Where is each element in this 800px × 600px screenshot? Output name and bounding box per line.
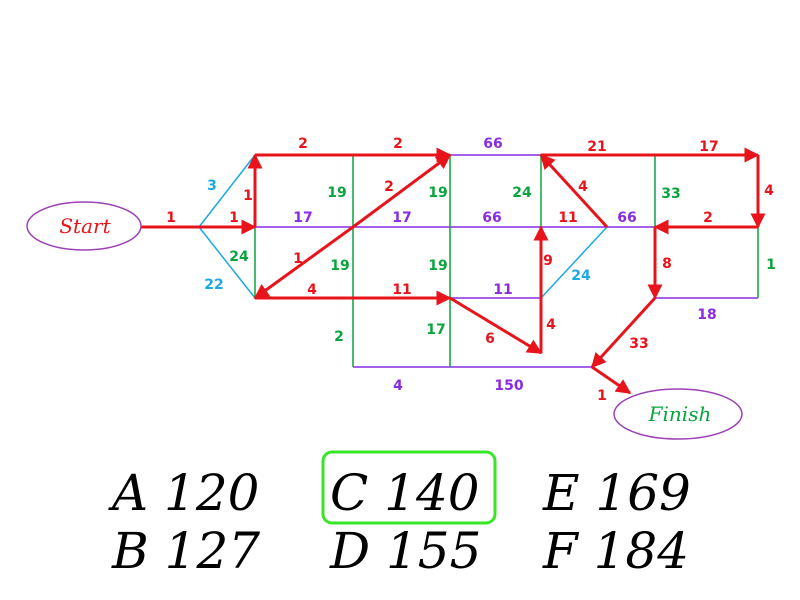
weight-top-4: 21	[587, 139, 606, 155]
finish-node: Finish	[613, 388, 743, 440]
start-node: Start	[26, 201, 142, 251]
edge-blue-left-lower	[198, 226, 256, 299]
weight-diag-down: 1	[293, 251, 303, 267]
weight-mid-5: 66	[617, 210, 636, 226]
weight-start-edge: 1	[166, 210, 176, 226]
weight-right-v-down: 4	[764, 183, 774, 199]
weight-lower-v-4: 9	[543, 253, 553, 269]
weight-bottom-v-2: 17	[426, 322, 445, 338]
weight-bottom-v-1: 2	[334, 329, 344, 345]
start-label: Start	[59, 214, 111, 238]
answer-a[interactable]: A 120	[108, 464, 259, 522]
edge-blue-lower-right	[540, 226, 608, 299]
weight-to-finish-diag: 33	[629, 336, 648, 352]
edge-red-diag-back	[539, 153, 609, 229]
answer-e[interactable]: E 169	[542, 464, 691, 522]
answer-c[interactable]: C 140	[330, 464, 480, 522]
weight-top-1: 2	[298, 136, 308, 152]
weight-left-down-vert: 24	[229, 249, 249, 265]
weight-lower-right: 18	[697, 307, 716, 323]
weight-left-mid: 1	[229, 210, 239, 226]
weight-mid-6: 2	[703, 210, 713, 226]
weight-lower-3: 11	[493, 282, 512, 298]
weight-bottom-1: 4	[393, 378, 403, 394]
weight-lower-1: 4	[307, 282, 317, 298]
weight-diag-back: 4	[578, 179, 588, 195]
edge-red-diag-down	[253, 225, 354, 300]
answer-f[interactable]: F 184	[542, 522, 689, 580]
weight-lower-2: 11	[392, 282, 411, 298]
weight-mid-2: 17	[392, 210, 411, 226]
weight-upper-v-5: 33	[661, 186, 680, 202]
answer-d[interactable]: D 155	[329, 522, 481, 580]
weight-mid-3: 66	[482, 210, 501, 226]
weight-bottom-v-up: 4	[546, 317, 556, 333]
weight-mid-1: 17	[293, 210, 312, 226]
weight-red-down-right: 8	[662, 256, 672, 272]
weight-mid-4: 11	[558, 210, 577, 226]
weight-left-up-diag: 3	[207, 178, 217, 194]
weight-finish-edge: 1	[597, 388, 607, 404]
correct-answer-highlight	[321, 450, 497, 525]
weight-lower-v-2: 19	[330, 258, 349, 274]
weight-upper-v-2: 19	[327, 185, 346, 201]
weight-diag-up: 2	[384, 179, 394, 195]
weight-top-2: 2	[393, 136, 403, 152]
edge-red-to-finish-diag	[590, 296, 657, 369]
weight-upper-v-4: 24	[512, 185, 532, 201]
weight-left-down-diag: 22	[204, 277, 223, 293]
weight-lower-diag-blue: 24	[571, 268, 591, 284]
weight-left-up-vert: 1	[243, 188, 253, 204]
weight-top-3: 66	[483, 136, 502, 152]
weight-bottom-2: 150	[494, 378, 523, 394]
weight-right-lower-vert: 1	[766, 257, 776, 273]
edge-red-diag-up	[352, 153, 452, 229]
edge-blue-left-upper	[198, 154, 256, 228]
answer-b[interactable]: B 127	[111, 522, 260, 580]
finish-label: Finish	[648, 402, 712, 426]
edge-red-lower-diag	[449, 296, 543, 355]
weight-top-5: 17	[699, 139, 718, 155]
weight-lower-v-3: 19	[428, 258, 447, 274]
edge-red-finish	[591, 365, 632, 395]
weight-bottom-diag: 6	[485, 331, 495, 347]
weight-upper-v-3: 19	[428, 185, 447, 201]
